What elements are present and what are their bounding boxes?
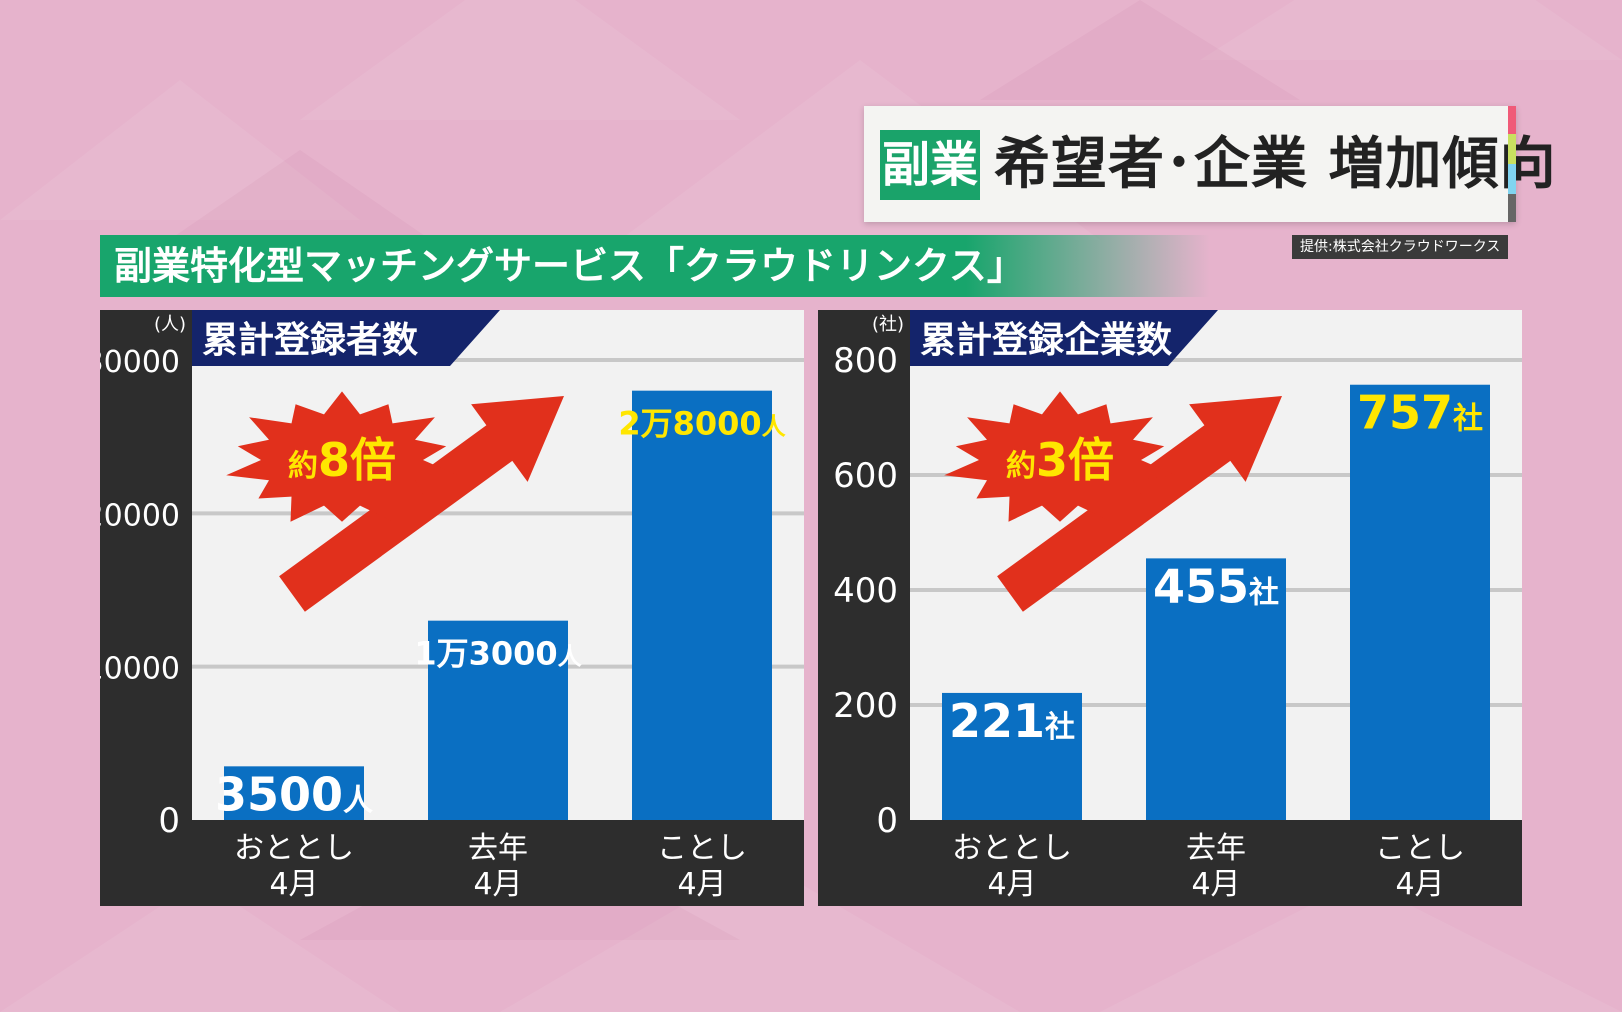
bar <box>942 692 1082 820</box>
bar-value-label: 1万3000人 <box>414 635 581 673</box>
x-category-label: ことし <box>1375 831 1465 866</box>
bar <box>428 620 568 820</box>
y-tick-label: 200 <box>833 686 898 726</box>
color-stripe-lime <box>1508 134 1516 164</box>
chart-panel-registrants: 0100002000030000(人)累計登録者数3500人おととし4月1万30… <box>100 310 804 906</box>
bar-value-label: 3500人 <box>215 767 373 821</box>
bar <box>1146 558 1286 820</box>
y-unit-label: (社) <box>872 314 904 335</box>
bar <box>224 766 364 820</box>
callout-text: 約3倍 <box>1006 433 1114 487</box>
x-category-label: おととし <box>234 831 354 866</box>
title-box: 副業 希望者･企業 増加傾向 <box>864 106 1556 222</box>
x-category-label: おととし <box>952 831 1072 866</box>
x-category-label: 4月 <box>677 867 726 902</box>
bar-value-label: 757社 <box>1357 386 1483 440</box>
x-category-label: 4月 <box>269 867 318 902</box>
y-tick-label: 30000 <box>100 345 180 380</box>
chart-title-tab <box>910 310 1218 366</box>
color-stripe-red <box>1508 106 1516 134</box>
color-stripe-sky <box>1508 164 1516 194</box>
x-category-label: 4月 <box>987 867 1036 902</box>
bar-value-label: 455社 <box>1153 559 1279 613</box>
y-tick-label: 20000 <box>100 498 180 533</box>
headline-title: 希望者･企業 増加傾向 <box>994 132 1557 197</box>
callout-burst <box>226 391 458 522</box>
y-unit-label: (人) <box>154 314 186 335</box>
y-tick-label: 400 <box>833 571 898 611</box>
chart-title: 累計登録企業数 <box>920 319 1172 361</box>
x-category-label: 去年 <box>1186 831 1246 866</box>
bar <box>632 390 772 820</box>
y-tick-label: 600 <box>833 456 898 496</box>
y-tick-label: 10000 <box>100 652 180 687</box>
chart-title-tab <box>192 310 500 366</box>
topic-badge: 副業 <box>880 130 980 200</box>
bar-value-label: 221社 <box>949 694 1075 748</box>
bar <box>1350 384 1490 820</box>
service-banner: 副業特化型マッチングサービス「クラウドリンクス」 <box>100 235 1210 297</box>
y-tick-label: 0 <box>158 801 180 841</box>
y-tick-label: 0 <box>876 801 898 841</box>
callout-burst <box>944 391 1176 522</box>
x-category-label: ことし <box>657 831 747 866</box>
chart-panel-companies: 0 200 400 600 800 (社) 累計登録企業数 221社 おととし 4月 455社 去年 4… <box>818 310 1522 906</box>
chart-title: 累計登録者数 <box>202 320 418 361</box>
chart-svg: 0100002000030000(人)累計登録者数3500人おととし4月1万30… <box>100 310 804 902</box>
growth-arrow <box>997 396 1282 612</box>
callout-text: 約8倍 <box>288 433 396 487</box>
x-category-label: 4月 <box>1395 867 1444 902</box>
x-category-label: 4月 <box>473 867 522 902</box>
bar-value-label: 2万8000人 <box>618 405 785 443</box>
color-stripe-gray <box>1508 194 1516 222</box>
x-category-label: 去年 <box>468 831 528 866</box>
source-credit: 提供:株式会社クラウドワークス <box>1292 235 1509 259</box>
growth-arrow <box>279 396 564 612</box>
y-tick-label: 800 <box>833 341 898 381</box>
x-category-label: 4月 <box>1191 867 1240 902</box>
